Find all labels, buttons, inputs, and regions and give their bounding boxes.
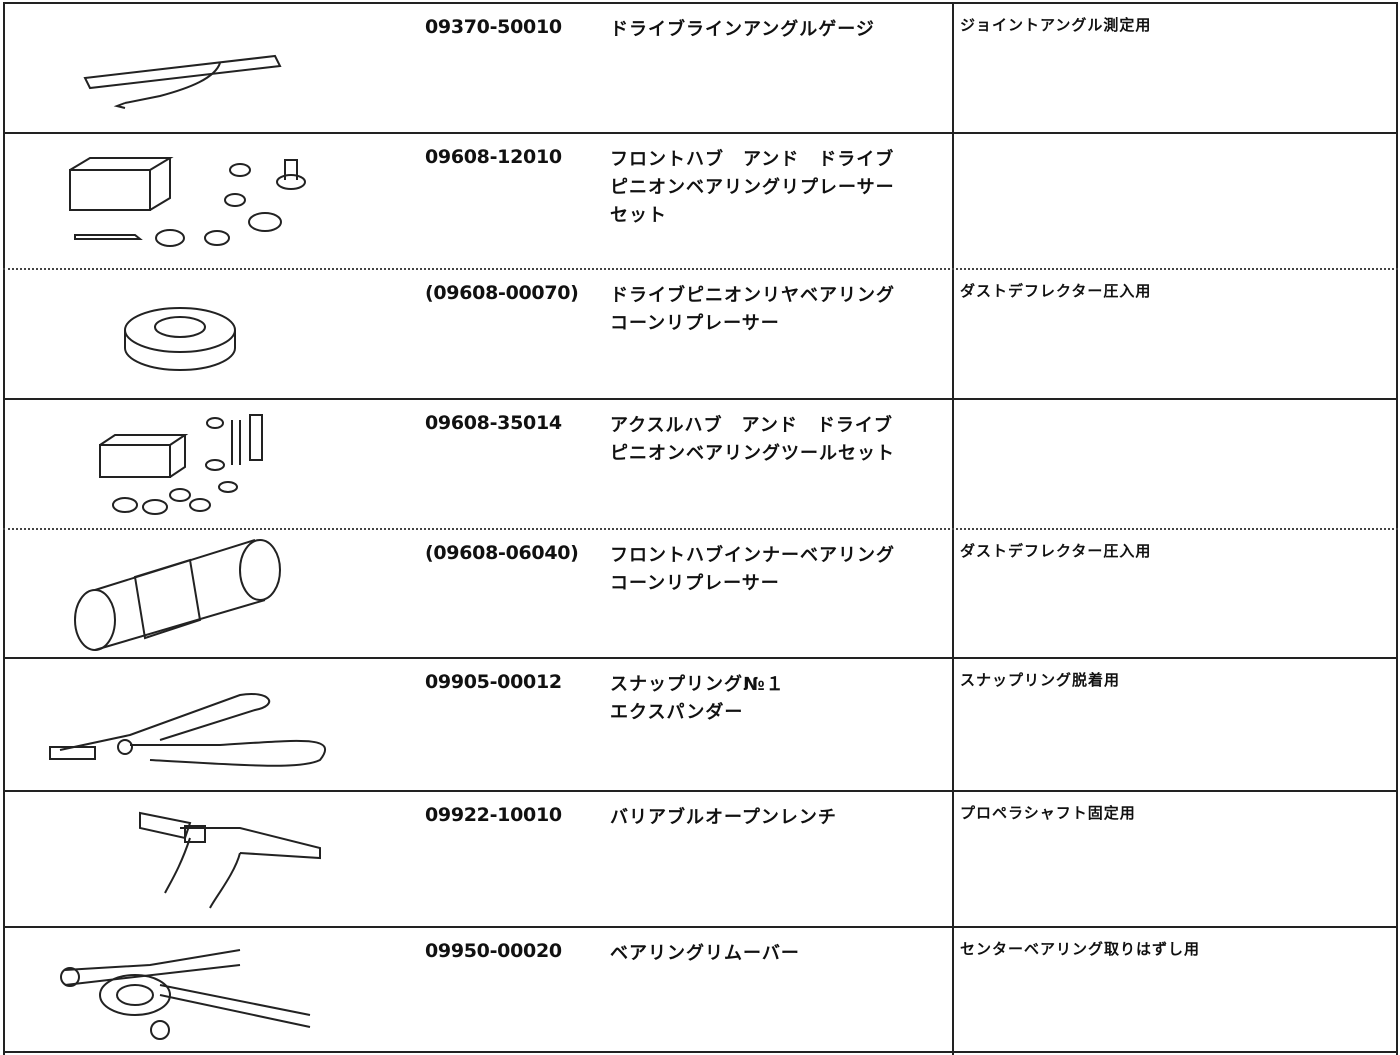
illustration-tool-set [99,414,263,515]
tool-use: ダストデフレクター圧入用 [960,542,1152,560]
illustration-sleeve [74,539,281,651]
tool-name-line: コーンリプレーサー [610,573,780,594]
part-number: (09608-00070) [425,282,579,304]
tool-use: スナップリング脱着用 [960,671,1121,689]
tool-name: ドライブピニオンリヤベアリング コーンリプレーサー [610,282,895,338]
tool-use: センターベアリング取りはずし用 [960,940,1201,958]
tool-use: プロペラシャフト固定用 [960,804,1136,822]
tool-name-line: アクスルハブ アンド ドライブ [610,415,893,436]
table-row: 09370-50010 ドライブラインアングルゲージ ジョイントアングル測定用 [3,2,1398,132]
table-row: (09608-06040) フロントハブインナーベアリング コーンリプレーサー ダスト… [3,528,1398,657]
part-number: 09922-10010 [425,804,562,826]
illustration-open-wrench [139,811,321,909]
part-number: 09950-00020 [425,940,562,962]
tool-use: ダストデフレクター圧入用 [960,282,1152,300]
tool-name-line: フロントハブ アンド ドライブ [610,149,895,170]
part-number: 09608-35014 [425,412,562,434]
tool-name: スナップリング№１ エクスパンダー [610,671,785,727]
table-row: 09922-10010 バリアブルオープンレンチ プロペラシャフト固定用 [3,790,1398,926]
illustration-cone-replacer [124,307,236,371]
illustration-bearing-remover [60,949,311,1040]
table-row: 09608-35014 アクスルハブ アンド ドライブ ピニオンベアリングツールセッ… [3,398,1398,528]
tool-name: フロントハブインナーベアリング コーンリプレーサー [610,542,895,598]
tool-name-line: コーンリプレーサー [610,313,780,334]
tool-name-line: スナップリング№１ [610,674,785,695]
illustration-angle-gauge [83,54,282,109]
tool-name-line: ピニオンベアリングリプレーサー [610,177,895,198]
tool-use: ジョイントアングル測定用 [960,16,1152,34]
tool-name-line: バリアブルオープンレンチ [610,807,837,828]
table-row: 09950-00020 ベアリングリムーバー センターベアリング取りはずし用 [3,926,1398,1053]
tool-name: ベアリングリムーバー [610,940,800,968]
tool-name-line: ドライブラインアングルゲージ [610,19,875,40]
illustration-replacer-set [69,157,306,247]
part-number: (09608-06040) [425,542,579,564]
table-row: 09905-00012 スナップリング№１ エクスパンダー スナップリング脱着用 [3,657,1398,790]
tool-name-line: エクスパンダー [610,702,744,723]
tool-name-line: セット [610,205,667,226]
part-number: 09608-12010 [425,146,562,168]
part-number: 09905-00012 [425,671,562,693]
tool-name-line: フロントハブインナーベアリング [610,545,895,566]
tool-name: アクスルハブ アンド ドライブ ピニオンベアリングツールセット [610,412,895,468]
illustration-snap-ring-expander [49,693,327,767]
tool-name-line: ベアリングリムーバー [610,943,800,964]
tool-name-line: ドライブピニオンリヤベアリング [610,285,895,306]
tool-name: バリアブルオープンレンチ [610,804,837,832]
table-row: 09608-12010 フロントハブ アンド ドライブ ピニオンベアリングリプレーサ… [3,132,1398,268]
part-number: 09370-50010 [425,16,562,38]
tool-name: フロントハブ アンド ドライブ ピニオンベアリングリプレーサー セット [610,146,895,230]
table-row: (09608-00070) ドライブピニオンリヤベアリング コーンリプレーサー ダスト… [3,268,1398,398]
tool-name-line: ピニオンベアリングツールセット [610,443,895,464]
tool-name: ドライブラインアングルゲージ [610,16,875,44]
